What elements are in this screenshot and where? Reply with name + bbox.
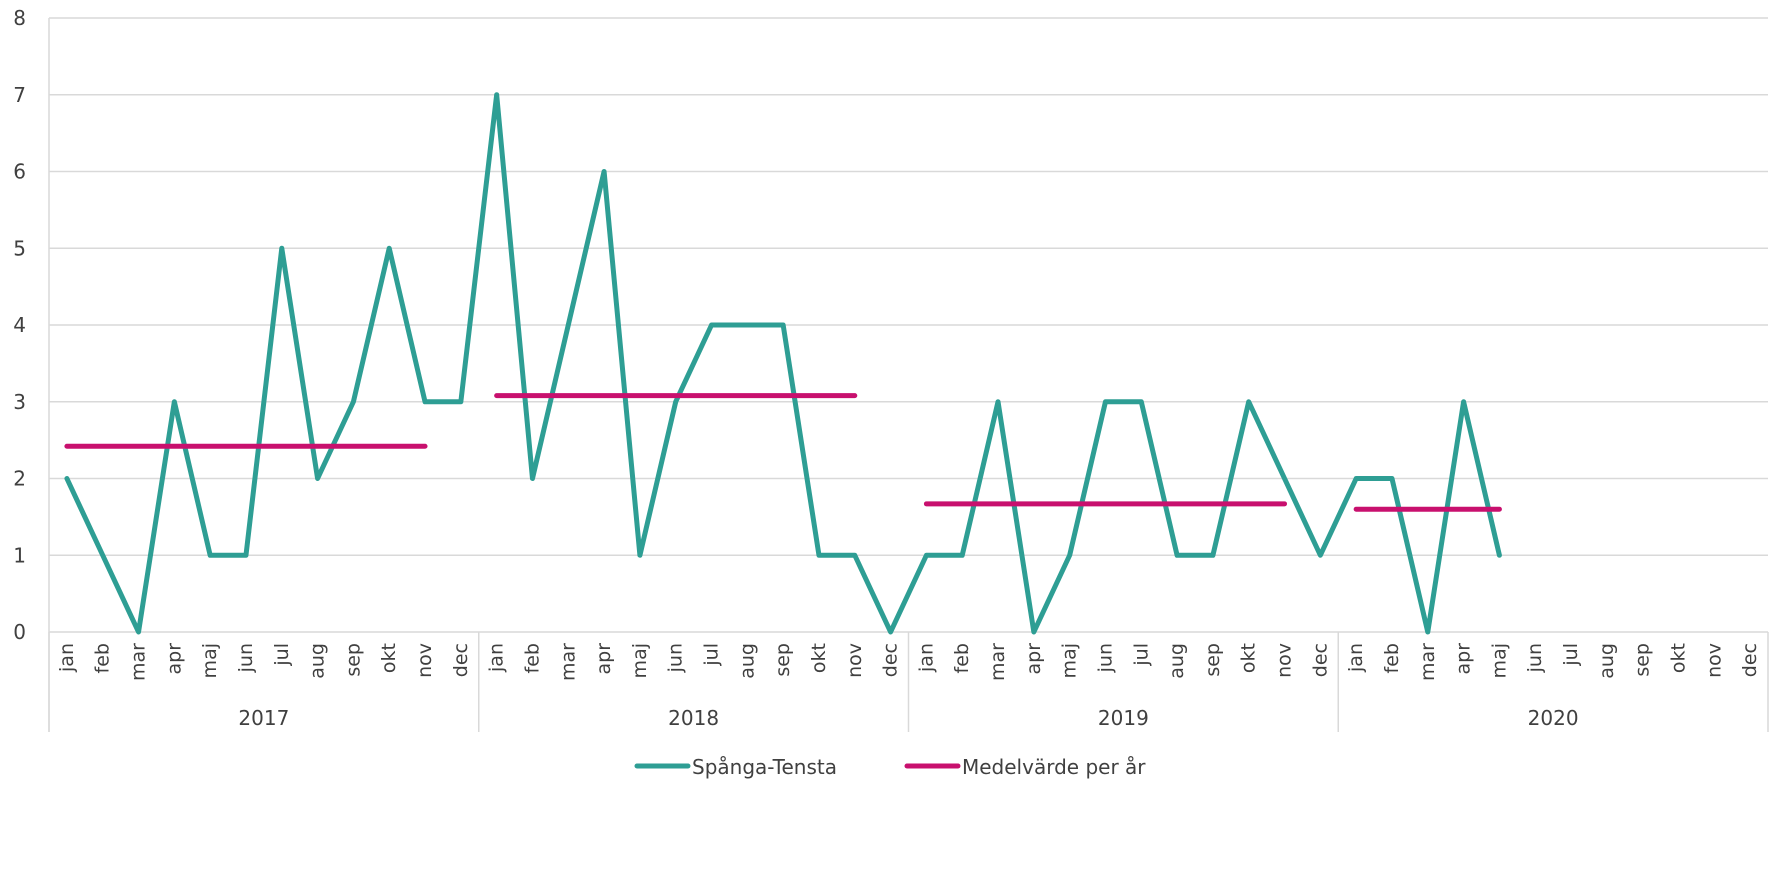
y-tick-label: 1 xyxy=(13,543,26,567)
x-year-label: 2017 xyxy=(238,706,289,730)
x-axis: jan feb mar apr maj jun jul aug sep okt nov dec jan f… xyxy=(48,632,1769,732)
x-tick-label: maj xyxy=(1488,643,1510,678)
x-tick-label: okt xyxy=(378,643,400,673)
x-tick-label: sep xyxy=(1202,643,1224,677)
x-tick-label: mar xyxy=(128,643,150,681)
x-tick-label: apr xyxy=(1023,643,1045,675)
y-tick-label: 5 xyxy=(13,236,26,260)
x-tick-label: apr xyxy=(593,643,615,675)
x-tick-label: jun xyxy=(1094,643,1116,673)
x-tick-label: mar xyxy=(987,643,1009,681)
x-tick-label: sep xyxy=(1632,643,1654,677)
x-tick-label: jan xyxy=(486,643,508,673)
x-year-label: 2018 xyxy=(668,706,719,730)
x-year-label: 2020 xyxy=(1528,706,1579,730)
x-tick-label: feb xyxy=(1381,643,1403,673)
series-line-spanga-tensta xyxy=(64,92,1502,635)
x-tick-label: sep xyxy=(772,643,794,677)
x-tick-label: jul xyxy=(1560,643,1582,667)
x-tick-label: apr xyxy=(163,643,185,675)
y-axis: 0 1 2 3 4 5 6 7 8 xyxy=(13,6,50,732)
x-tick-label: maj xyxy=(1059,643,1081,678)
x-tick-label: maj xyxy=(629,643,651,678)
x-tick-label: okt xyxy=(1667,643,1689,673)
x-tick-label: dec xyxy=(880,643,902,677)
x-tick-label: feb xyxy=(951,643,973,673)
x-tick-label: okt xyxy=(1238,643,1260,673)
y-tick-label: 8 xyxy=(13,6,26,30)
x-tick-label: jul xyxy=(271,643,293,667)
y-tick-label: 3 xyxy=(13,390,26,414)
x-tick-label: apr xyxy=(1453,643,1475,675)
x-tick-label: sep xyxy=(342,643,364,677)
x-tick-label: nov xyxy=(844,643,866,678)
x-tick-label: feb xyxy=(521,643,543,673)
x-tick-label: maj xyxy=(199,643,221,678)
x-tick-label: jun xyxy=(1524,643,1546,673)
x-tick-label: aug xyxy=(736,643,758,679)
x-tick-label: jun xyxy=(235,643,257,673)
x-tick-label: mar xyxy=(557,643,579,681)
x-tick-label: jun xyxy=(665,643,687,673)
x-tick-label: mar xyxy=(1417,643,1439,681)
y-tick-label: 6 xyxy=(13,160,26,184)
x-year-label: 2019 xyxy=(1098,706,1149,730)
x-tick-label: okt xyxy=(808,643,830,673)
x-tick-label: jan xyxy=(56,643,78,673)
gridlines xyxy=(49,17,1768,633)
x-tick-label: dec xyxy=(450,643,472,677)
y-tick-label: 4 xyxy=(13,313,26,337)
x-tick-label: aug xyxy=(1166,643,1188,679)
x-tick-label: dec xyxy=(1739,643,1761,677)
x-tick-label: jul xyxy=(1130,643,1152,667)
x-tick-label: feb xyxy=(92,643,114,673)
x-tick-label: jul xyxy=(701,643,723,667)
x-tick-label: dec xyxy=(1309,643,1331,677)
x-tick-label: nov xyxy=(1703,643,1725,678)
y-tick-label: 2 xyxy=(13,467,26,491)
x-tick-label: nov xyxy=(414,643,436,678)
x-tick-label: aug xyxy=(1596,643,1618,679)
legend-label-spanga-tensta: Spånga-Tensta xyxy=(692,755,837,779)
y-tick-label: 7 xyxy=(13,83,26,107)
legend-label-average: Medelvärde per år xyxy=(962,755,1146,779)
legend: Spånga-Tensta Medelvärde per år xyxy=(634,755,1146,779)
series-layer xyxy=(64,92,1502,635)
x-tick-label: aug xyxy=(307,643,329,679)
x-tick-label: jan xyxy=(915,643,937,673)
x-tick-label: nov xyxy=(1274,643,1296,678)
y-tick-label: 0 xyxy=(13,620,26,644)
x-tick-label: jan xyxy=(1345,643,1367,673)
